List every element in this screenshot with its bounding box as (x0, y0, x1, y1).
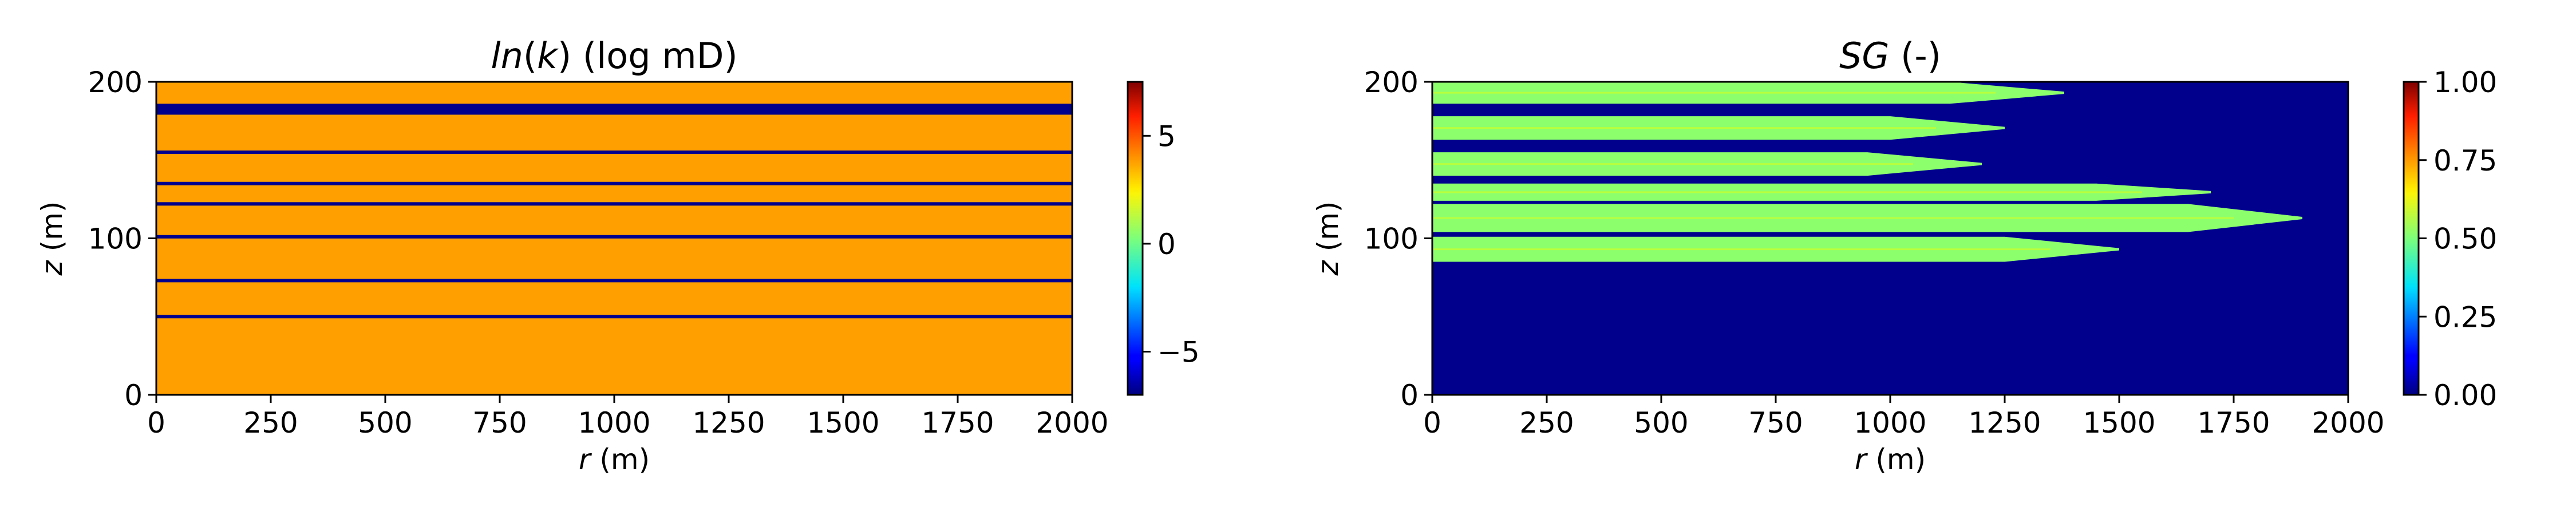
x-tick-label: 1250 (1968, 406, 2041, 439)
colorbar-tick-label: 1.00 (2433, 66, 2497, 99)
colorbar: 0.00 0.25 0.50 0.75 1.00 (2403, 66, 2497, 412)
low-permeability-layer (156, 104, 1072, 115)
x-tick-label: 0 (1423, 406, 1441, 439)
chart-title: SG (-) (1839, 35, 1941, 77)
x-tick-label: 500 (1634, 406, 1688, 439)
x-tick-label: 250 (1519, 406, 1574, 439)
x-tick-label: 2000 (2312, 406, 2384, 439)
x-tick-label: 1500 (807, 406, 879, 439)
x-tick-label: 1750 (921, 406, 994, 439)
low-permeability-layer (156, 181, 1072, 185)
permeability-panel: 0 250 500 750 1000 1250 1500 1750 2000 0 100 200 ln… (35, 35, 1200, 476)
y-axis-label: z (m) (35, 201, 69, 276)
x-tick-label: 2000 (1036, 406, 1108, 439)
low-permeability-layer (156, 202, 1072, 206)
x-tick-label: 1000 (578, 406, 650, 439)
y-tick-label: 100 (1364, 223, 1419, 256)
colorbar-tick-label: 0.50 (2433, 223, 2497, 256)
x-tick-label: 250 (243, 406, 298, 439)
x-tick-label: 1250 (692, 406, 765, 439)
y-tick-label: 0 (1400, 379, 1419, 412)
y-tick-label: 100 (88, 223, 143, 256)
y-axis-label: z (m) (1311, 201, 1345, 276)
low-permeability-layer (156, 315, 1072, 319)
y-tick-label: 200 (88, 66, 143, 99)
x-tick-label: 1750 (2197, 406, 2270, 439)
colorbar-tick-label: 0.00 (2433, 379, 2497, 412)
low-permeability-layer (156, 279, 1072, 283)
x-tick-label: 1000 (1854, 406, 1926, 439)
x-tick-label: 750 (472, 406, 527, 439)
colorbar-gradient (2403, 81, 2420, 396)
x-tick-label: 0 (147, 406, 165, 439)
axes: 0 250 500 750 1000 1250 1500 1750 2000 0 100 200 (1364, 66, 2385, 439)
x-tick-label: 500 (358, 406, 412, 439)
y-tick-label: 0 (124, 379, 143, 412)
axes: 0 250 500 750 1000 1250 1500 1750 2000 0 100 200 (88, 66, 1109, 439)
low-permeability-layer (156, 150, 1072, 154)
colorbar-tick-label: 0 (1157, 228, 1176, 261)
y-tick-label: 200 (1364, 66, 1419, 99)
gas-saturation-heatmap (1432, 82, 2348, 395)
colorbar-gradient (1127, 81, 1144, 396)
permeability-heatmap (156, 82, 1072, 395)
colorbar: −5 0 5 (1127, 81, 1200, 396)
x-tick-label: 1500 (2083, 406, 2155, 439)
colorbar-tick-label: −5 (1157, 336, 1200, 369)
colorbar-tick-label: 0.25 (2433, 300, 2497, 334)
x-tick-label: 750 (1748, 406, 1803, 439)
chart-title: ln(k) (log mD) (491, 35, 737, 77)
x-axis-label: r (m) (579, 443, 650, 476)
low-permeability-layer (156, 235, 1072, 239)
colorbar-tick-label: 0.75 (2433, 144, 2497, 177)
x-axis-label: r (m) (1855, 443, 1926, 476)
colorbar-tick-label: 5 (1157, 120, 1176, 153)
gas-saturation-panel: 0 250 500 750 1000 1250 1500 1750 2000 0 100 200 SG… (1311, 35, 2497, 476)
